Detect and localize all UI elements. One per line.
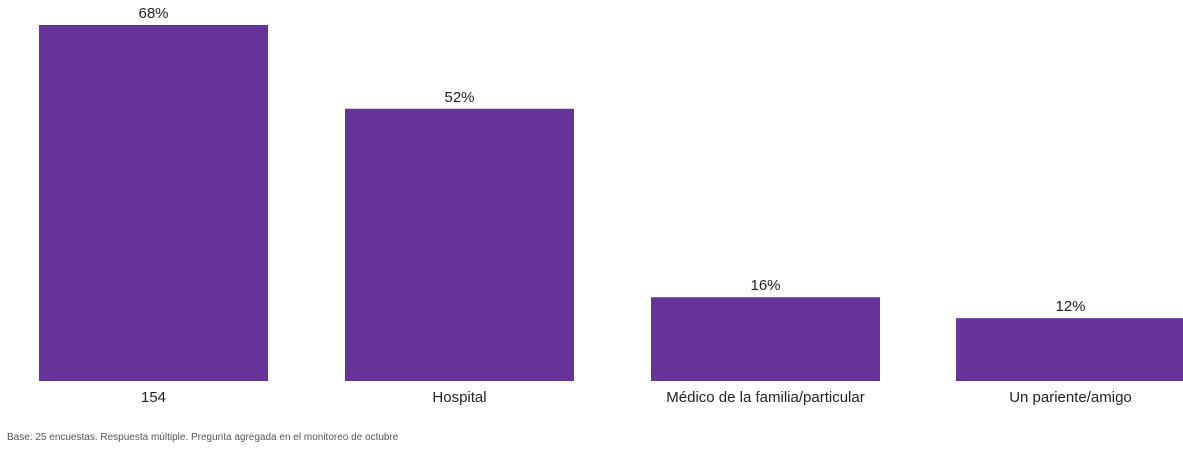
bar-value-label-0: 68% <box>138 5 168 22</box>
bar-1 <box>345 108 574 381</box>
bar-3 <box>956 318 1183 381</box>
bar-0 <box>39 25 268 381</box>
bar-2 <box>651 297 880 381</box>
category-label-2: Médico de la familia/particular <box>666 389 864 406</box>
category-label-0: 154 <box>141 389 166 406</box>
bar-value-label-2: 16% <box>750 277 780 294</box>
bar-value-label-3: 12% <box>1055 298 1085 315</box>
bar-value-label-1: 52% <box>444 89 474 106</box>
category-label-1: Hospital <box>432 389 486 406</box>
category-label-3: Un pariente/amigo <box>1009 389 1132 406</box>
chart-footnote: Base: 25 encuestas. Respuesta múltiple. … <box>7 432 399 443</box>
